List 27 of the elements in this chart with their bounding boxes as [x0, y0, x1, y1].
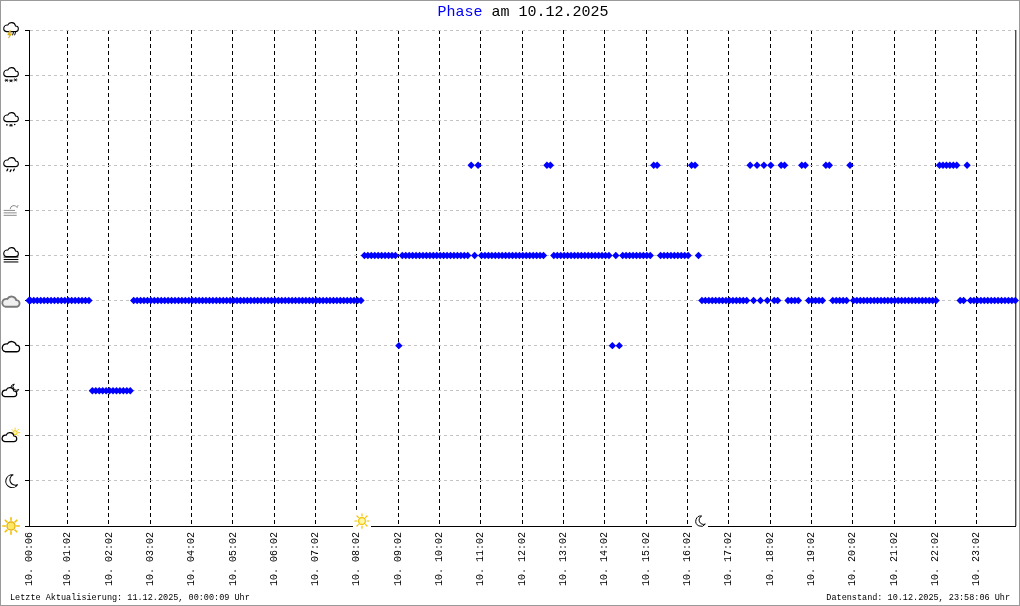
- x-tick-label: 10. 15:02: [640, 532, 652, 587]
- x-tick-label: 10. 02:02: [103, 532, 115, 587]
- x-tick-label: 10. 10:02: [434, 532, 446, 587]
- x-tick-label: 10. 16:02: [682, 532, 694, 587]
- x-tick-label: 10. 05:02: [227, 532, 239, 587]
- x-tick-label: 10. 03:02: [144, 532, 156, 587]
- text: Letzte Aktualisierung: 11.12.2025, 00:00:09 Uhr: [10, 593, 250, 604]
- text: Datenstand: 10.12.2025, 23:58:06 Uhr: [826, 593, 1010, 604]
- x-tick-label: 10. 08:02: [351, 532, 363, 587]
- x-tick-label: 10. 23:02: [971, 532, 983, 587]
- x-tick-label: 10. 07:02: [310, 532, 322, 587]
- x-tick-label: 10. 09:02: [392, 532, 404, 587]
- chart-title: Phase am 10.12.2025: [436, 4, 610, 22]
- x-tick-label: 10. 21:02: [888, 532, 900, 587]
- x-tick-label: 10. 17:02: [723, 532, 735, 587]
- x-tick-label: 10. 14:02: [599, 532, 611, 587]
- x-tick-label: 10. 00:06: [23, 532, 35, 587]
- x-tick-label: 10. 01:02: [62, 532, 74, 587]
- x-tick-label: 10. 20:02: [847, 532, 859, 587]
- x-tick-label: 10. 06:02: [268, 532, 280, 587]
- x-tick-label: 10. 22:02: [930, 532, 942, 587]
- x-tick-label: 10. 12:02: [516, 532, 528, 587]
- x-tick-label: 10. 19:02: [806, 532, 818, 587]
- x-tick-label: 10. 04:02: [186, 532, 198, 587]
- x-tick-label: 10. 18:02: [764, 532, 776, 587]
- x-tick-label: 10. 11:02: [475, 532, 487, 587]
- x-tick-label: 10. 13:02: [558, 532, 570, 587]
